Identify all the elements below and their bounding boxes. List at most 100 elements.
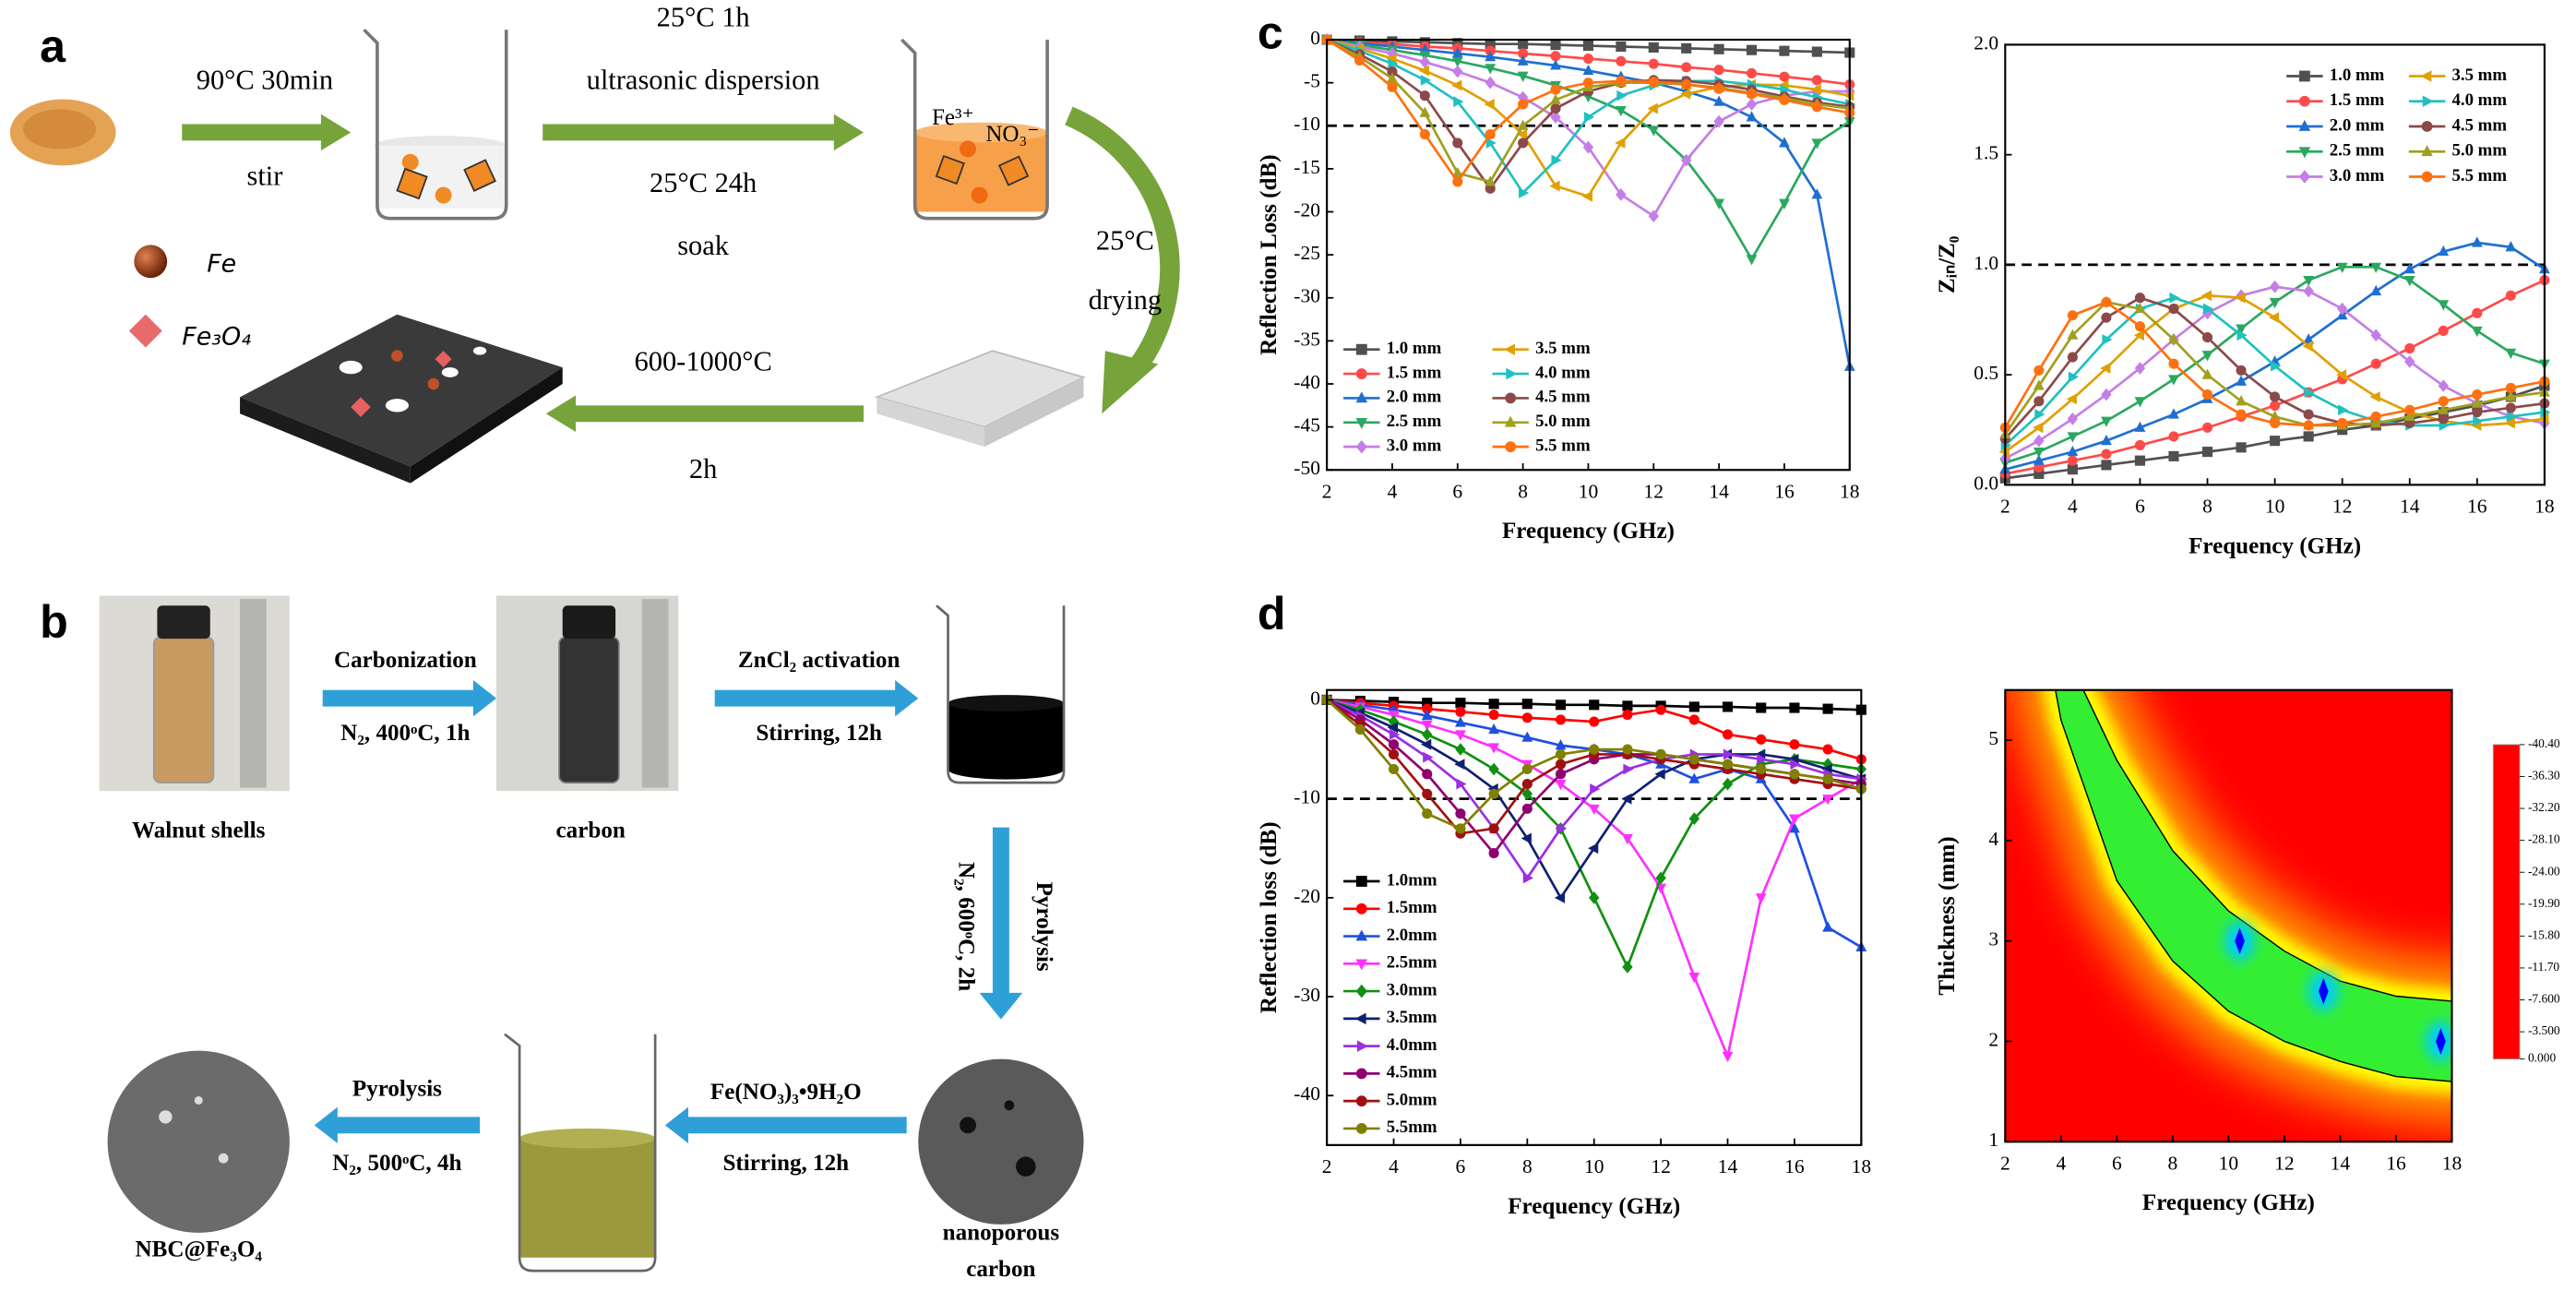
marker [1419,129,1430,140]
marker [1789,814,1800,825]
x-tick-label: 14 [1718,1155,1738,1177]
marker [1582,64,1594,76]
vial-cap [562,605,616,640]
marker [1681,62,1692,73]
step-label: Pyrolysis [352,1076,442,1101]
marker [1452,65,1463,78]
marker [2168,450,2179,461]
marker [1713,65,1724,76]
marker [1756,702,1767,713]
marker [1648,77,1659,88]
y-tick-label: -25 [1294,242,1320,264]
marker [2168,408,2179,419]
marker [2067,445,2079,457]
marker [2201,422,2213,433]
legend-label: 1.0mm [1387,870,1437,890]
marker [1688,714,1699,725]
marker [2134,421,2146,432]
marker [2404,404,2415,415]
x-tick-label: 18 [2534,495,2555,517]
x-tick-label: 6 [2112,1152,2122,1174]
y-tick-label: -5 [1304,70,1320,92]
marker [1654,768,1665,780]
marker [2471,326,2483,338]
marker [1354,54,1366,66]
sem-detail [159,1110,173,1124]
process-arrow [664,1106,907,1144]
sample-label: Walnut shells [132,819,266,843]
marker [1550,84,1561,95]
marker [2034,409,2045,420]
sem-image [918,1058,1084,1225]
marker [2067,455,2078,466]
colorbar [2492,744,2521,1060]
colorbar-tick-label: -24.00 [2528,864,2560,878]
colorbar-tick-label: -36.30 [2528,769,2560,783]
fe3o4-particle [463,159,496,192]
marker [2168,304,2179,315]
marker [1789,769,1800,780]
step-label: ultrasonic dispersion [587,65,820,96]
x-tick-label: 2 [1322,480,1332,502]
x-tick-label: 14 [1709,480,1729,502]
marker [2270,391,2281,402]
marker [1779,71,1790,82]
step-label: drying [1089,284,1163,316]
marker [1811,75,1822,86]
x-tick-label: 16 [2386,1152,2406,1174]
contour-band [2055,689,2452,1082]
marker [1488,762,1499,776]
marker [1455,823,1466,834]
marker [1354,1012,1366,1025]
marker [1648,209,1660,223]
marker [1621,793,1632,805]
marker [1789,702,1800,713]
marker [2298,70,2310,82]
marker [2033,454,2045,465]
legend-label: 5.0 mm [2451,141,2507,161]
marker [1648,58,1659,69]
marker [2168,333,2179,344]
legend-label: 5.5mm [1387,1118,1437,1137]
fe3o4-particle [935,154,965,185]
step-label: Stirring, 12h [756,721,882,746]
step-label: N₂, 500ᵒC, 4h [332,1151,461,1176]
process-arrow [1065,106,1180,381]
legend-label: 5.0 mm [1535,412,1591,431]
x-tick-label: 2 [2000,1152,2010,1174]
marker [2370,358,2381,369]
marker [2235,292,2246,304]
marker [1779,137,1790,148]
marker [2505,402,2516,413]
marker [1681,78,1692,90]
y-tick-label: 0 [1310,687,1320,709]
marker [1746,255,1758,266]
marker [2236,375,2247,386]
marker [1521,779,1532,790]
marker [2101,312,2112,323]
ion-label: Fe³⁺ [932,105,974,130]
marker [1517,54,1529,66]
marker [1355,391,1368,403]
marker [1583,112,1595,123]
marker [1455,706,1466,717]
marker [2335,369,2347,381]
marker [2303,431,2314,442]
marker [2101,416,2112,427]
marker [2473,415,2484,427]
marker [2033,448,2045,459]
y-tick-label: 1.5 [1974,142,1998,164]
marker [2101,435,2112,446]
beaker [900,38,1049,221]
marker [1485,137,1497,149]
process-arrow [322,679,496,717]
marker [2133,329,2145,341]
marker [2134,362,2146,375]
legend-fe [134,245,168,279]
legend-label: 2.5 mm [2330,141,2385,161]
marker [1550,111,1561,124]
marker [2201,351,2213,362]
marker [1550,51,1561,62]
sem-detail [194,1095,203,1105]
